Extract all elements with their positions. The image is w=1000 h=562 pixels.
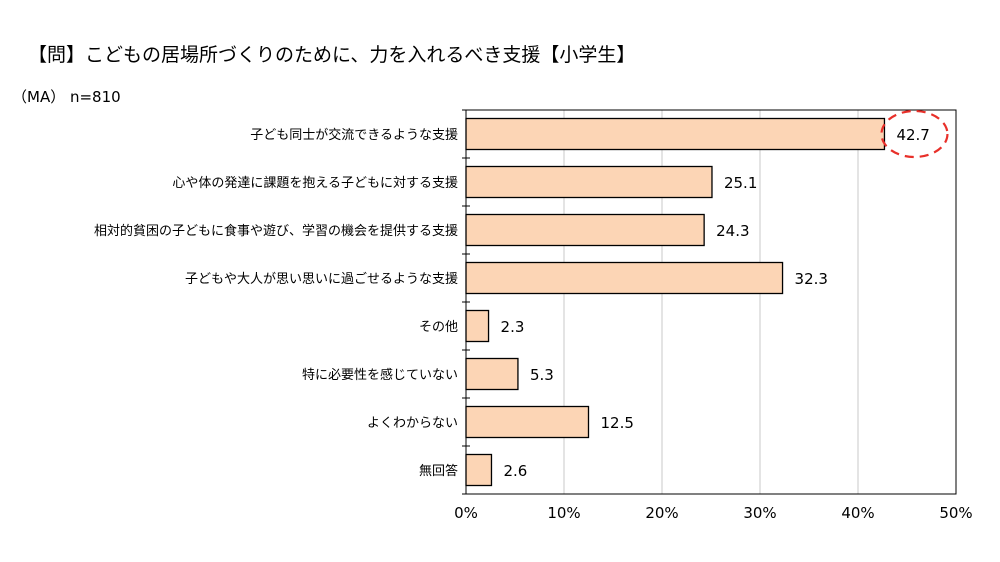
bar (465, 213, 705, 247)
category-label: よくわからない (367, 416, 458, 431)
bar (465, 405, 590, 439)
data-label: 12.5 (601, 414, 634, 432)
data-label: 24.3 (716, 222, 749, 240)
x-tick-label: 50% (939, 504, 972, 522)
category-label: 相対的貧困の子どもに食事や遊び、学習の機会を提供する支援 (94, 223, 458, 239)
data-label: 42.7 (896, 126, 929, 144)
bar (465, 453, 493, 487)
x-tick-label: 0% (454, 504, 478, 522)
x-tick-label: 10% (547, 504, 580, 522)
category-label: 心や体の発達に課題を抱える子どもに対する支援 (172, 175, 458, 191)
category-label: 無回答 (419, 463, 458, 479)
highlight-ellipse (880, 109, 949, 159)
x-tick-label: 40% (841, 504, 874, 522)
category-label: 子ども同士が交流できるような支援 (250, 127, 458, 143)
bar (465, 261, 784, 295)
x-tick-label: 20% (645, 504, 678, 522)
category-label: 子どもや大人が思い思いに過ごせるような支援 (185, 271, 458, 287)
data-label: 32.3 (795, 270, 828, 288)
data-label: 2.6 (503, 462, 527, 480)
data-label: 2.3 (501, 318, 525, 336)
chart-subtitle: （MA） n=810 (12, 88, 121, 106)
bar (465, 309, 490, 343)
data-label: 25.1 (724, 174, 757, 192)
bar (465, 357, 519, 391)
bar (465, 165, 713, 199)
x-tick-label: 30% (743, 504, 776, 522)
data-label: 5.3 (530, 366, 554, 384)
category-label: 特に必要性を感じていない (302, 367, 458, 383)
chart-title: 【問】こどもの居場所づくりのために、力を入れるべき支援【小学生】 (28, 44, 636, 66)
category-label: その他 (419, 320, 458, 335)
bar (465, 117, 886, 151)
